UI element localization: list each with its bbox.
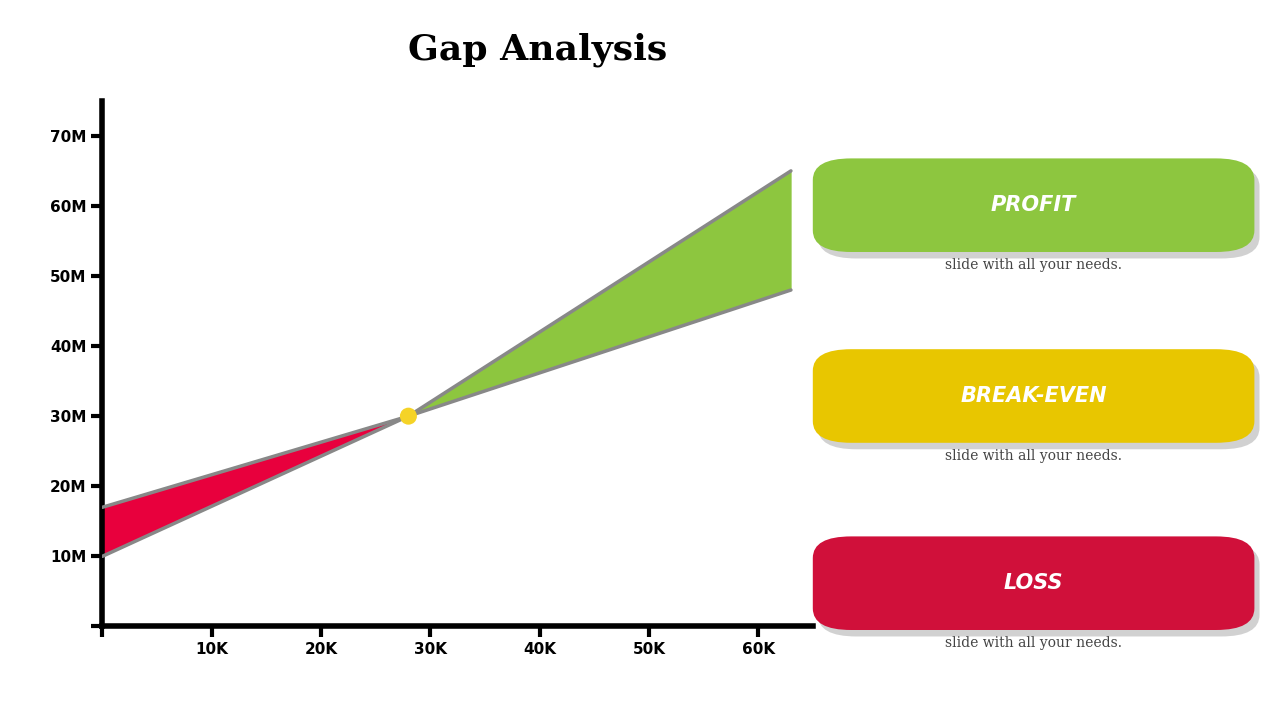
Text: LOSS: LOSS	[1004, 573, 1064, 593]
Text: This slide is an editable
slide with all your needs.: This slide is an editable slide with all…	[945, 238, 1123, 272]
Polygon shape	[102, 416, 408, 557]
Polygon shape	[408, 171, 791, 416]
Text: Gap Analysis: Gap Analysis	[408, 32, 667, 67]
Text: BREAK-EVEN: BREAK-EVEN	[960, 386, 1107, 406]
Text: PROFIT: PROFIT	[991, 195, 1076, 215]
Text: This slide is an editable
slide with all your needs.: This slide is an editable slide with all…	[945, 428, 1123, 463]
Text: This slide is an editable
slide with all your needs.: This slide is an editable slide with all…	[945, 616, 1123, 650]
Point	[398, 410, 419, 422]
